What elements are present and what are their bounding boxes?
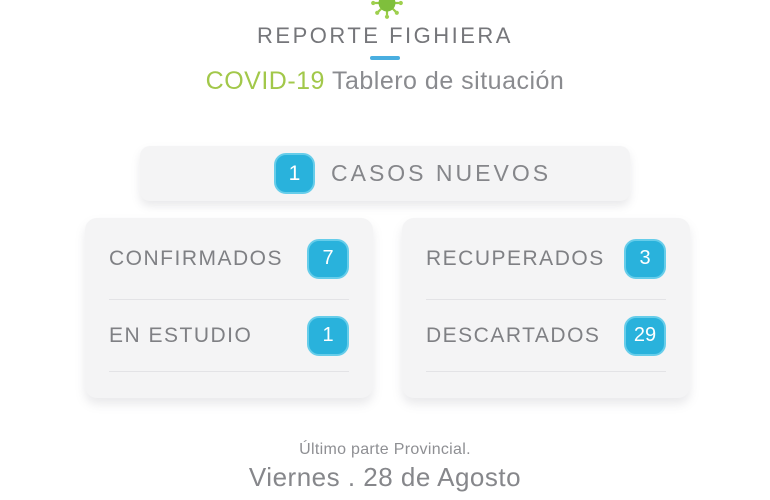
stat-value-badge: 1 [307,315,349,356]
footer-source-line: Último parte Provincial. [299,441,471,458]
stat-label: RECUPERADOS [426,246,605,270]
title-underline [370,56,400,60]
page-subtitle: COVID-19 Tablero de situación [0,67,770,96]
stats-card-left: CONFIRMADOS 7 EN ESTUDIO 1 [85,218,373,398]
stat-value-badge: 3 [624,238,666,279]
stat-label: DESCARTADOS [426,323,601,347]
stat-row-en-estudio: EN ESTUDIO 1 [109,300,349,372]
new-cases-count-badge: 1 [274,153,315,194]
footer-date-line: Viernes . 28 de Agosto [248,462,522,492]
stats-card-right: RECUPERADOS 3 DESCARTADOS 29 [402,218,690,398]
stat-label: EN ESTUDIO [109,323,253,347]
stat-value-badge: 7 [307,238,349,279]
stat-value-badge: 29 [624,315,666,356]
stat-row-recuperados: RECUPERADOS 3 [426,218,666,300]
subtitle-text: Tablero de situación [331,67,565,95]
stat-row-confirmados: CONFIRMADOS 7 [109,218,349,300]
page-title: REPORTE FIGHIERA [257,23,513,48]
virus-icon [371,0,403,19]
new-cases-card: 1 CASOS NUEVOS [140,146,630,201]
stat-label: CONFIRMADOS [109,246,283,270]
stat-row-descartados: DESCARTADOS 29 [426,300,666,372]
new-cases-label: CASOS NUEVOS [331,160,552,186]
stats-row: CONFIRMADOS 7 EN ESTUDIO 1 RECUPERADOS 3… [85,218,690,398]
subtitle-covid-label: COVID-19 [205,67,325,95]
